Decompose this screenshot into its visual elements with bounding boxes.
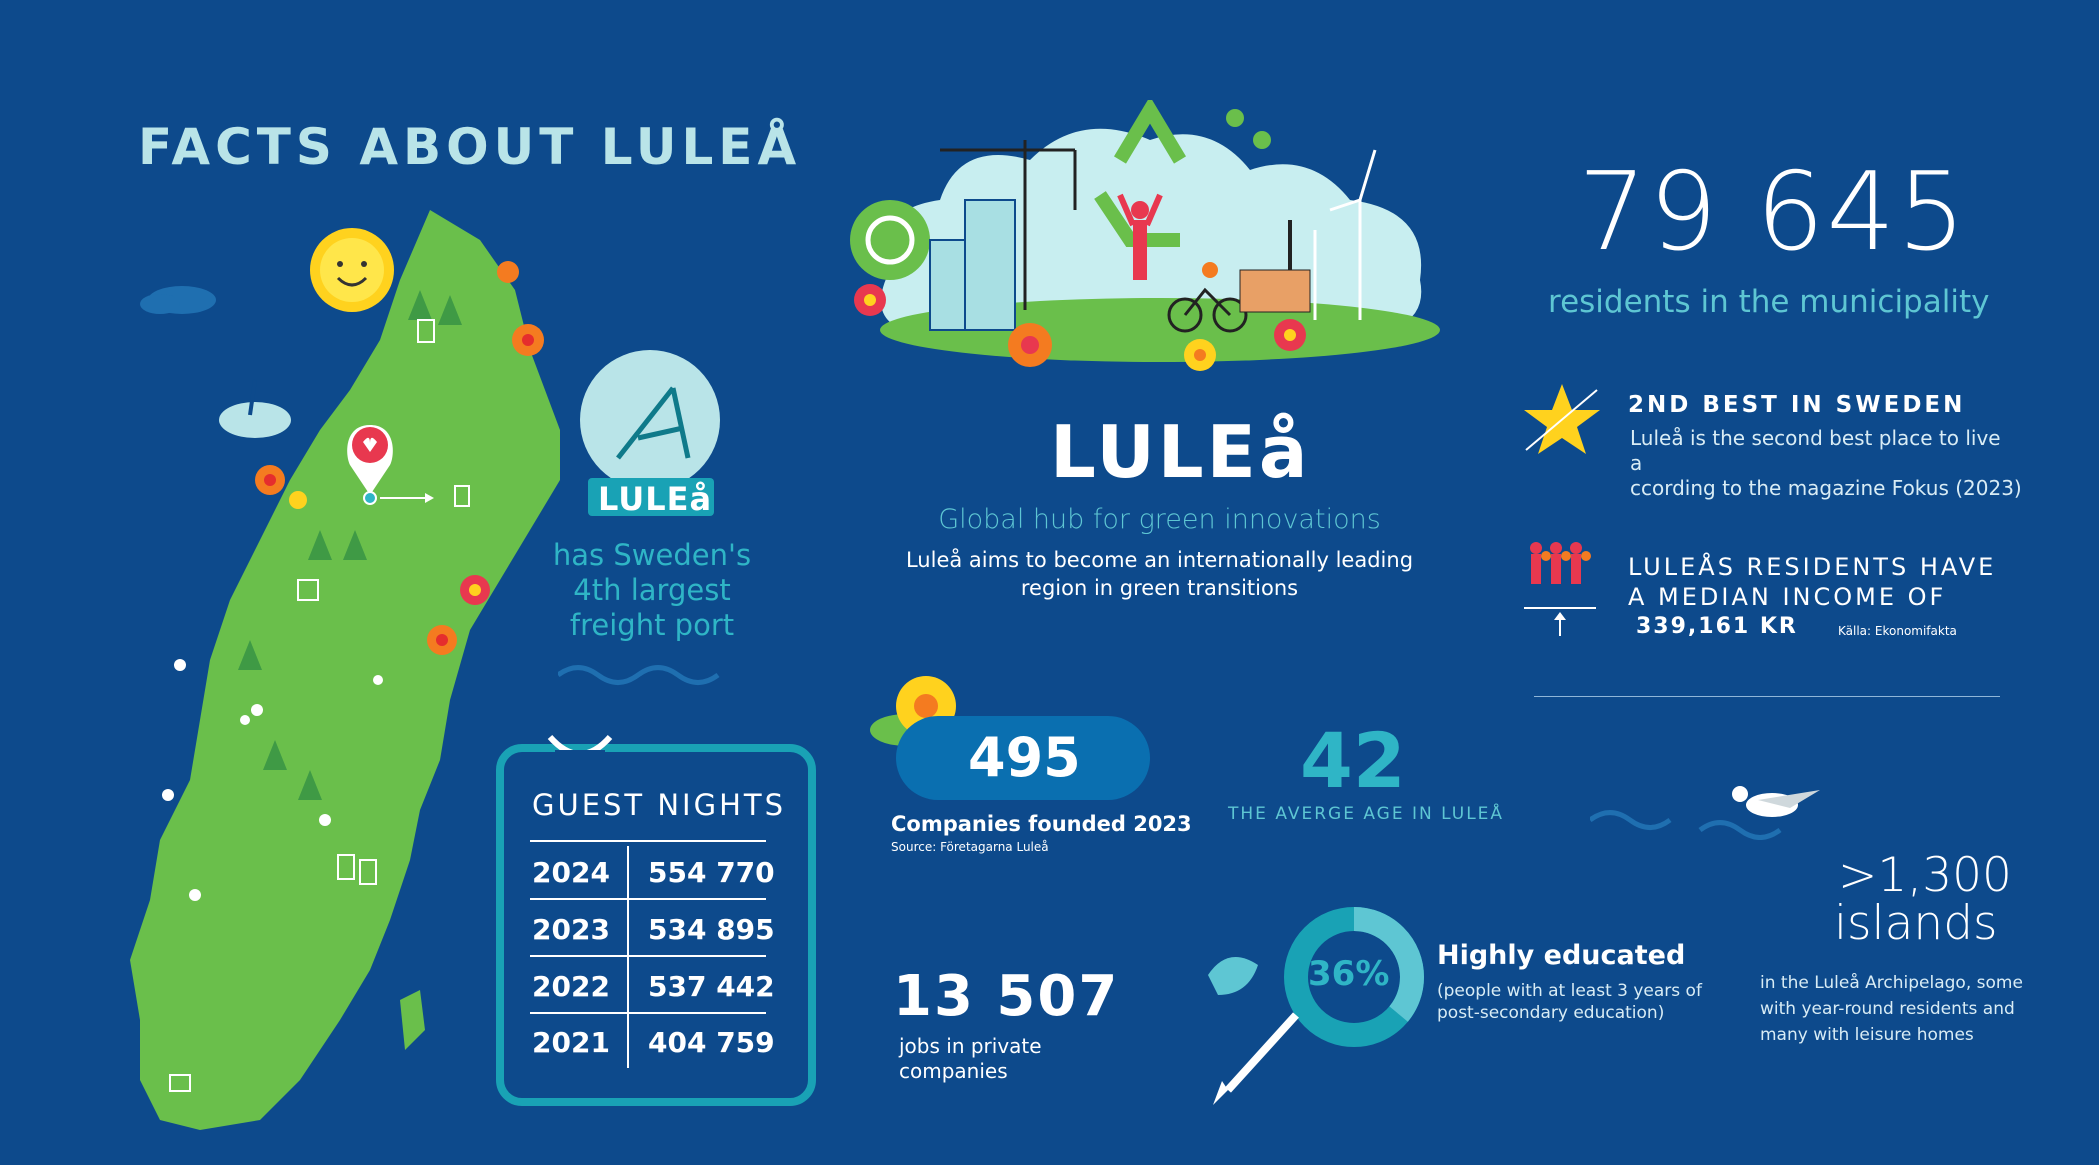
education-ring <box>1208 907 1424 1105</box>
skier-hill <box>219 402 291 438</box>
islands-value: >1,300 <box>1838 848 2012 903</box>
ranking-line-2: a <box>1630 451 1643 475</box>
income-line-1: LULEÅS RESIDENTS HAVE <box>1628 553 1997 581</box>
education-percent: 36% <box>1308 954 1390 994</box>
age-value: 42 <box>1300 716 1406 805</box>
income-source: Källa: Ekonomifakta <box>1838 624 1957 638</box>
companies-value: 495 <box>968 726 1081 789</box>
islands-word: islands <box>1834 896 1998 951</box>
guest-nights-year: 2021 <box>532 1026 610 1059</box>
guest-nights-panel <box>496 744 816 1106</box>
crane-icon <box>940 140 1077 310</box>
islands-line-1: in the Luleå Archipelago, some <box>1760 973 2023 993</box>
age-label: THE AVERGE AGE IN LULEÅ <box>1228 804 1505 824</box>
guest-nights-value: 554 770 <box>648 856 775 889</box>
location-pin-icon <box>347 425 393 505</box>
jobs-value: 13 507 <box>893 964 1120 1029</box>
person-icon <box>1117 193 1163 280</box>
bicycle-icon <box>1167 287 1248 333</box>
leaf-icon <box>1208 957 1258 995</box>
jobs-label: jobs in private companies <box>899 1034 1042 1084</box>
companies-source: Source: Företagarna Luleå <box>891 840 1049 854</box>
green-city-illustration <box>850 100 1440 371</box>
divider <box>627 846 629 1068</box>
sweden-map-illustration <box>130 210 560 1130</box>
guest-nights-value: 404 759 <box>648 1026 775 1059</box>
wind-turbine-icon <box>1313 149 1377 320</box>
guest-nights-year: 2023 <box>532 913 610 946</box>
education-desc-line-2: post-secondary education) <box>1437 1003 1665 1023</box>
guest-nights-year: 2022 <box>532 970 610 1003</box>
map-gotland-shape <box>400 990 425 1050</box>
islands-line-2: with year-round residents and <box>1760 999 2015 1019</box>
book-icon <box>547 734 613 760</box>
port-crane-illustration <box>580 350 720 516</box>
companies-label: Companies founded 2023 <box>891 812 1192 836</box>
divider <box>530 840 766 842</box>
jobs-label-line-1: jobs in private <box>899 1034 1042 1058</box>
seagull-illustration <box>1590 786 1820 840</box>
aim-line-2: region in green transitions <box>1020 576 1299 600</box>
map-sweden-shape <box>130 210 560 1130</box>
islands-line-3: many with leisure homes <box>1760 1025 1974 1045</box>
education-heading: Highly educated <box>1437 940 1686 971</box>
pencil-icon <box>1225 1012 1299 1093</box>
guest-nights-value: 537 442 <box>648 970 775 1003</box>
residents-value: 79 645 <box>1578 150 1968 275</box>
divider <box>530 1012 766 1014</box>
star-icon <box>1524 384 1600 454</box>
aim-line-1: Luleå aims to become an internationally … <box>905 548 1414 572</box>
income-heading: LULEÅS RESIDENTS HAVE A MEDIAN INCOME OF <box>1628 552 1996 612</box>
skier-icon <box>248 379 257 416</box>
companies-pill <box>896 716 1150 800</box>
ranking-desc: Luleå is the second best place to live a… <box>1630 426 2022 501</box>
education-desc: (people with at least 3 years of post-se… <box>1437 980 1702 1024</box>
lulea-logo: LULEå <box>1050 410 1311 494</box>
ranking-line-1: Luleå is the second best place to live <box>1630 426 2001 450</box>
guest-nights-value: 534 895 <box>648 913 775 946</box>
ranking-line-3: ccording to the magazine Fokus (2023) <box>1630 476 2022 500</box>
port-fact-line-3: freight port <box>569 608 735 642</box>
port-fact-line-2: 4th largest <box>573 573 731 607</box>
port-logo-text: LULEå <box>598 480 713 518</box>
jobs-label-line-2: companies <box>899 1059 1008 1083</box>
port-fact-line-1: has Sweden's <box>552 538 752 572</box>
sun-icon <box>310 228 394 312</box>
guest-nights-year: 2024 <box>532 856 610 889</box>
port-fact: has Sweden's 4th largest freight port <box>552 538 752 643</box>
divider <box>530 898 766 900</box>
people-icon <box>1524 542 1596 636</box>
divider <box>530 955 766 957</box>
ranking-heading: 2ND BEST IN SWEDEN <box>1628 392 1966 418</box>
education-desc-line-1: (people with at least 3 years of <box>1437 981 1702 1001</box>
income-line-2: A MEDIAN INCOME OF <box>1628 583 1947 611</box>
wave-icon <box>558 665 720 685</box>
aim-statement: Luleå aims to become an internationally … <box>0 546 2099 602</box>
guest-nights-heading: GUEST NIGHTS <box>532 788 787 822</box>
divider <box>1534 696 2000 697</box>
flower-icons <box>255 261 544 655</box>
income-value: 339,161 KR <box>1636 614 1798 639</box>
flower-icons <box>854 284 1306 371</box>
residents-label: residents in the municipality <box>1548 284 1990 320</box>
tagline: Global hub for green innovations <box>938 504 1381 535</box>
islands-desc: in the Luleå Archipelago, some with year… <box>1760 970 2023 1048</box>
education-ring-fill <box>1284 907 1424 1047</box>
page-title: FACTS ABOUT LULEÅ <box>138 118 802 176</box>
recycle-icon <box>1094 100 1187 247</box>
